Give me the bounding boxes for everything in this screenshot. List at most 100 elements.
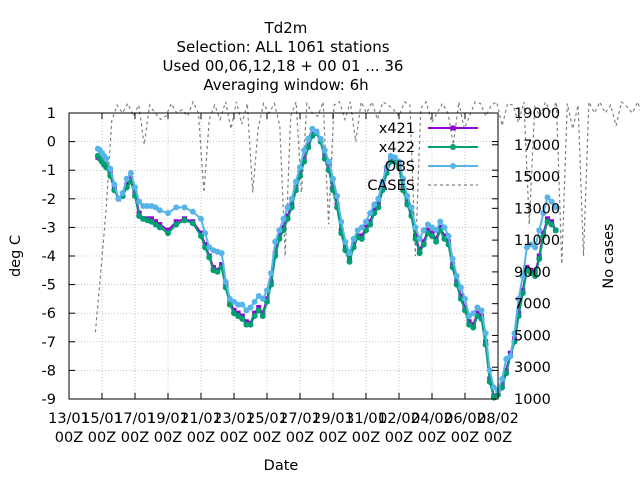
data-point bbox=[115, 195, 122, 202]
data-point bbox=[334, 192, 341, 199]
data-point bbox=[222, 278, 229, 285]
data-point bbox=[383, 164, 390, 171]
x-tick-label-hour: 00Z bbox=[253, 430, 281, 446]
y-axis-left: 1 0 -1 -2 -3 -4 -5 -6 -7 -8 -9 bbox=[42, 106, 498, 408]
y2-tick-label: 7000 bbox=[514, 297, 551, 313]
data-point bbox=[412, 224, 419, 231]
data-point bbox=[284, 204, 291, 211]
y2-tick-label: 11000 bbox=[514, 233, 560, 249]
data-point bbox=[457, 284, 464, 291]
y2-tick-label: 1000 bbox=[514, 392, 551, 408]
plot-frame bbox=[68, 112, 499, 400]
x-tick-label-hour: 00Z bbox=[484, 430, 512, 446]
title-line-1: Td2m bbox=[264, 19, 308, 37]
x-tick-label-hour: 00Z bbox=[55, 430, 83, 446]
data-point bbox=[214, 268, 221, 275]
data-point bbox=[313, 128, 320, 135]
data-point bbox=[206, 254, 213, 261]
data-point bbox=[189, 220, 196, 227]
series-x422 bbox=[94, 130, 559, 401]
x-tick-label-date: 25/01 bbox=[246, 411, 288, 427]
x-tick-label-date: 17/01 bbox=[114, 411, 156, 427]
legend: x421 x422 OBS CASES bbox=[367, 121, 478, 194]
data-point bbox=[136, 198, 143, 205]
y2-tick-label: 3000 bbox=[514, 360, 551, 376]
data-point bbox=[503, 370, 510, 377]
data-point bbox=[420, 227, 427, 234]
data-point bbox=[321, 147, 328, 154]
data-point bbox=[247, 304, 254, 311]
data-point bbox=[441, 224, 448, 231]
y-axis-right: 19000 17000 15000 13000 11000 9000 7000 5000 300… bbox=[492, 106, 560, 408]
data-point bbox=[548, 221, 555, 228]
x-tick-label-hour: 00Z bbox=[121, 430, 149, 446]
data-point bbox=[297, 164, 303, 171]
x-tick-label-hour: 00Z bbox=[88, 430, 116, 446]
data-point bbox=[239, 301, 246, 308]
y-tick-label: -5 bbox=[42, 278, 56, 294]
data-point bbox=[507, 353, 514, 360]
data-point bbox=[449, 255, 456, 262]
data-point bbox=[251, 313, 258, 320]
data-point bbox=[540, 232, 547, 239]
data-point bbox=[375, 195, 382, 202]
y2-tick-label: 19000 bbox=[514, 106, 560, 122]
data-point bbox=[127, 170, 134, 177]
y2-axis-label: No cases bbox=[601, 223, 617, 288]
y-tick-label: -1 bbox=[42, 163, 56, 179]
data-point bbox=[338, 218, 345, 225]
data-point bbox=[552, 227, 559, 234]
x-tick-label-date: 27/01 bbox=[279, 411, 321, 427]
data-point bbox=[470, 310, 477, 317]
data-point bbox=[202, 244, 209, 251]
data-point bbox=[284, 215, 291, 222]
data-point bbox=[420, 241, 427, 248]
data-point bbox=[552, 204, 559, 211]
x-tick-label-date: 31/01 bbox=[345, 411, 387, 427]
data-point bbox=[396, 158, 402, 165]
chart-title: Td2m Selection: ALL 1061 stations Used 0… bbox=[163, 19, 404, 94]
data-point bbox=[156, 224, 163, 231]
data-point bbox=[408, 204, 415, 211]
y-tick-label: 0 bbox=[47, 135, 56, 151]
data-point bbox=[429, 232, 435, 239]
data-point bbox=[457, 295, 464, 302]
data-point bbox=[119, 190, 126, 197]
legend-label-x421: x421 bbox=[379, 121, 415, 137]
x-tick-label-date: 02/02 bbox=[378, 411, 420, 427]
data-point bbox=[144, 202, 151, 209]
y-tick-label: -7 bbox=[42, 335, 56, 351]
data-point bbox=[111, 181, 118, 188]
data-point bbox=[445, 232, 452, 239]
legend-marker bbox=[450, 144, 456, 150]
x-tick-label-hour: 00Z bbox=[187, 430, 215, 446]
data-point bbox=[198, 215, 204, 222]
y2-tick-label: 9000 bbox=[514, 265, 551, 281]
data-point bbox=[478, 307, 485, 314]
data-point bbox=[412, 235, 419, 242]
y2-tick-label: 15000 bbox=[514, 170, 560, 186]
data-point bbox=[379, 178, 386, 185]
data-point bbox=[367, 210, 374, 217]
x-tick-label-date: 29/01 bbox=[312, 411, 354, 427]
data-point bbox=[371, 210, 378, 217]
data-point bbox=[346, 258, 353, 265]
title-line-3: Used 00,06,12,18 + 00 01 ... 36 bbox=[163, 57, 404, 75]
data-point bbox=[486, 367, 493, 374]
data-point bbox=[181, 204, 188, 211]
x-axis-label: Date bbox=[264, 458, 299, 474]
data-point bbox=[255, 307, 262, 314]
x-tick-label-date: 21/01 bbox=[180, 411, 222, 427]
data-point bbox=[532, 244, 539, 251]
data-point bbox=[482, 330, 489, 337]
x-tick-label-date: 19/01 bbox=[147, 411, 189, 427]
data-point bbox=[276, 227, 283, 234]
data-point bbox=[515, 295, 522, 302]
data-point bbox=[346, 250, 353, 257]
data-point bbox=[358, 224, 365, 231]
y-tick-label: -6 bbox=[42, 306, 56, 322]
data-point bbox=[173, 204, 180, 211]
y-tick-label: -9 bbox=[42, 392, 56, 408]
x-tick-label-date: 15/01 bbox=[81, 411, 123, 427]
grid-lines bbox=[69, 113, 498, 399]
